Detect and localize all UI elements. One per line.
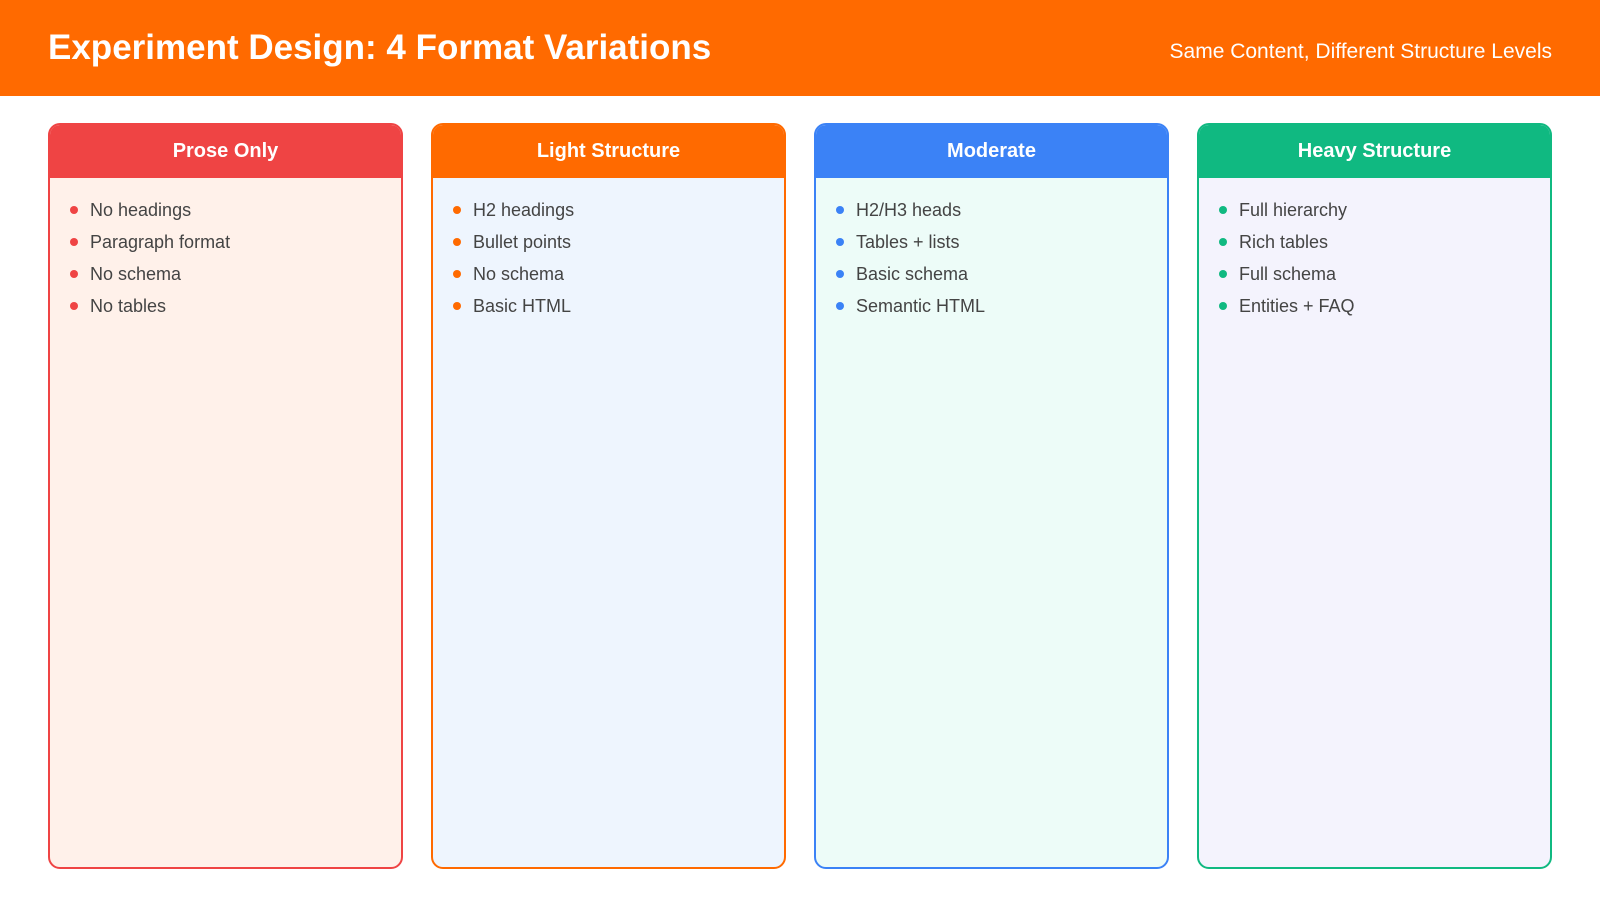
card-list: No headings Paragraph format No schema N… bbox=[50, 178, 401, 322]
list-item: Full hierarchy bbox=[1219, 194, 1550, 226]
item-text: Semantic HTML bbox=[856, 295, 986, 316]
list-item: Tables + lists bbox=[836, 226, 1167, 258]
item-text: Full schema bbox=[1239, 263, 1337, 284]
list-item: Semantic HTML bbox=[836, 290, 1167, 322]
list-item: Entities + FAQ bbox=[1219, 290, 1550, 322]
list-item: H2 headings bbox=[453, 194, 784, 226]
item-text: No schema bbox=[473, 263, 565, 284]
list-item: Paragraph format bbox=[70, 226, 401, 258]
card-moderate: Moderate H2/H3 heads Tables + lists Basi… bbox=[814, 123, 1169, 869]
card-title: Moderate bbox=[816, 125, 1167, 178]
card-title: Heavy Structure bbox=[1199, 125, 1550, 178]
item-text: Paragraph format bbox=[90, 231, 231, 252]
format-cards: Prose Only No headings Paragraph format … bbox=[48, 123, 1552, 869]
item-text: Full hierarchy bbox=[1239, 199, 1348, 220]
list-item: No schema bbox=[70, 258, 401, 290]
item-text: Rich tables bbox=[1239, 231, 1329, 252]
page-title: Experiment Design: 4 Format Variations bbox=[48, 28, 712, 67]
card-light-structure: Light Structure H2 headings Bullet point… bbox=[431, 123, 786, 869]
item-text: No tables bbox=[90, 295, 167, 316]
bullet-icon bbox=[1219, 206, 1227, 214]
list-item: Full schema bbox=[1219, 258, 1550, 290]
item-text: Basic HTML bbox=[473, 295, 572, 316]
card-list: Full hierarchy Rich tables Full schema E… bbox=[1199, 178, 1550, 322]
card-list: H2 headings Bullet points No schema Basi… bbox=[433, 178, 784, 322]
bullet-icon bbox=[70, 206, 78, 214]
list-item: Basic HTML bbox=[453, 290, 784, 322]
card-title: Light Structure bbox=[433, 125, 784, 178]
list-item: H2/H3 heads bbox=[836, 194, 1167, 226]
item-text: Bullet points bbox=[473, 231, 572, 252]
list-item: Basic schema bbox=[836, 258, 1167, 290]
bullet-icon bbox=[453, 270, 461, 278]
list-item: No schema bbox=[453, 258, 784, 290]
list-item: No tables bbox=[70, 290, 401, 322]
list-item: Bullet points bbox=[453, 226, 784, 258]
item-text: H2/H3 heads bbox=[856, 199, 962, 220]
item-text: Basic schema bbox=[856, 263, 969, 284]
header-bar: Experiment Design: 4 Format Variations S… bbox=[0, 0, 1600, 96]
bullet-icon bbox=[70, 270, 78, 278]
bullet-icon bbox=[836, 238, 844, 246]
item-text: Tables + lists bbox=[856, 231, 960, 252]
card-heavy-structure: Heavy Structure Full hierarchy Rich tabl… bbox=[1197, 123, 1552, 869]
bullet-icon bbox=[836, 302, 844, 310]
bullet-icon bbox=[453, 302, 461, 310]
list-item: Rich tables bbox=[1219, 226, 1550, 258]
item-text: No headings bbox=[90, 199, 192, 220]
bullet-icon bbox=[70, 302, 78, 310]
card-list: H2/H3 heads Tables + lists Basic schema … bbox=[816, 178, 1167, 322]
card-title: Prose Only bbox=[50, 125, 401, 178]
card-prose-only: Prose Only No headings Paragraph format … bbox=[48, 123, 403, 869]
bullet-icon bbox=[453, 238, 461, 246]
list-item: No headings bbox=[70, 194, 401, 226]
bullet-icon bbox=[1219, 238, 1227, 246]
page-subtitle: Same Content, Different Structure Levels bbox=[1169, 40, 1552, 63]
item-text: No schema bbox=[90, 263, 182, 284]
item-text: Entities + FAQ bbox=[1239, 295, 1355, 316]
bullet-icon bbox=[836, 270, 844, 278]
bullet-icon bbox=[836, 206, 844, 214]
bullet-icon bbox=[453, 206, 461, 214]
bullet-icon bbox=[70, 238, 78, 246]
bullet-icon bbox=[1219, 270, 1227, 278]
bullet-icon bbox=[1219, 302, 1227, 310]
item-text: H2 headings bbox=[473, 199, 575, 220]
